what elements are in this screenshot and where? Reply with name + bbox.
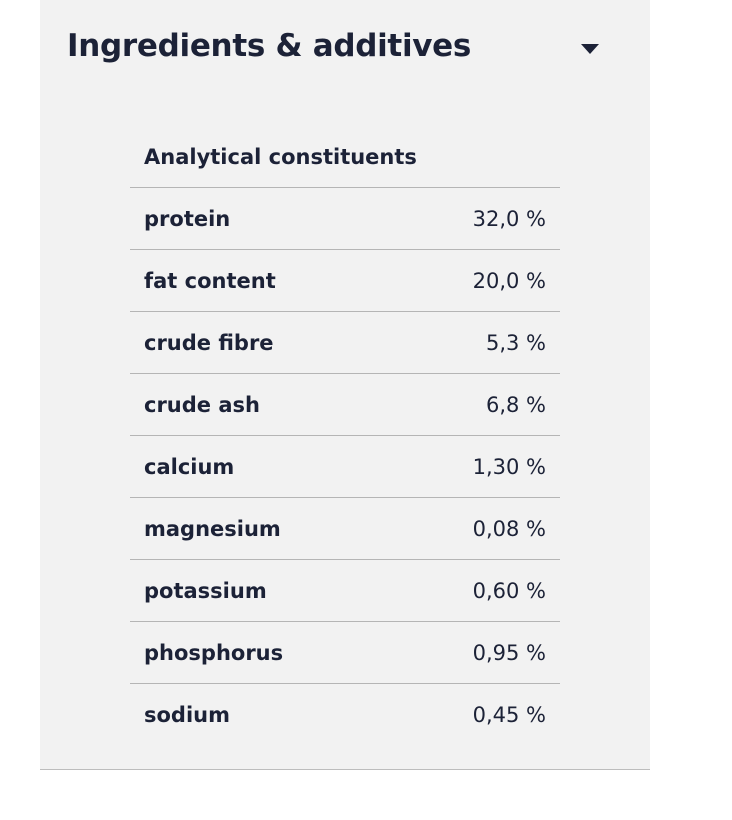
constituent-value: 5,3 %	[485, 330, 546, 355]
constituent-value: 0,60 %	[472, 578, 546, 603]
constituents-table: Analytical constituents protein 32,0 % fat…	[130, 126, 560, 745]
table-row: magnesium 0,08 %	[130, 498, 560, 560]
constituent-value: 1,30 %	[472, 454, 546, 479]
table-title: Analytical constituents	[130, 126, 560, 188]
constituent-name: sodium	[144, 702, 230, 727]
constituent-value: 0,95 %	[472, 640, 546, 665]
constituent-name: crude ash	[144, 392, 260, 417]
constituent-name: fat content	[144, 268, 276, 293]
constituent-name: protein	[144, 206, 231, 231]
constituent-value: 0,08 %	[472, 516, 546, 541]
table-row: sodium 0,45 %	[130, 684, 560, 745]
constituent-name: phosphorus	[144, 640, 284, 665]
constituent-name: potassium	[144, 578, 267, 603]
table-row: protein 32,0 %	[130, 188, 560, 250]
section-title: Ingredients & additives	[67, 28, 472, 64]
table-row: phosphorus 0,95 %	[130, 622, 560, 684]
table-row: calcium 1,30 %	[130, 436, 560, 498]
constituent-name: crude fibre	[144, 330, 274, 355]
constituent-value: 32,0 %	[472, 206, 546, 231]
collapse-toggle[interactable]	[581, 44, 599, 54]
table-row: crude fibre 5,3 %	[130, 312, 560, 374]
constituent-value: 20,0 %	[472, 268, 546, 293]
constituent-value: 0,45 %	[472, 702, 546, 727]
table-row: fat content 20,0 %	[130, 250, 560, 312]
constituent-name: calcium	[144, 454, 235, 479]
constituent-name: magnesium	[144, 516, 281, 541]
table-row: crude ash 6,8 %	[130, 374, 560, 436]
table-row: potassium 0,60 %	[130, 560, 560, 622]
accordion-panel: Ingredients & additives Analytical const…	[40, 0, 650, 770]
constituent-value: 6,8 %	[485, 392, 546, 417]
